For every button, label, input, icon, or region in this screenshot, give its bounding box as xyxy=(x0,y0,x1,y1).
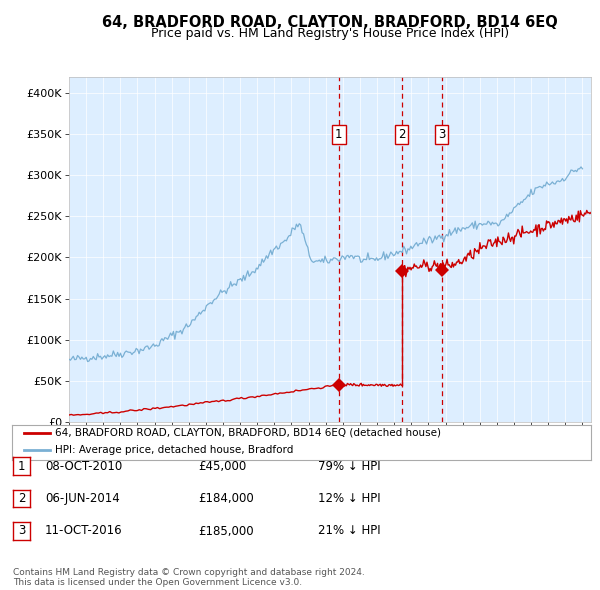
Text: 11-OCT-2016: 11-OCT-2016 xyxy=(45,525,122,537)
Text: 1: 1 xyxy=(18,460,25,473)
Text: Price paid vs. HM Land Registry's House Price Index (HPI): Price paid vs. HM Land Registry's House … xyxy=(151,27,509,40)
Text: 21% ↓ HPI: 21% ↓ HPI xyxy=(318,525,380,537)
Text: 79% ↓ HPI: 79% ↓ HPI xyxy=(318,460,380,473)
Text: 64, BRADFORD ROAD, CLAYTON, BRADFORD, BD14 6EQ: 64, BRADFORD ROAD, CLAYTON, BRADFORD, BD… xyxy=(102,15,558,30)
Text: £185,000: £185,000 xyxy=(198,525,254,537)
Text: 64, BRADFORD ROAD, CLAYTON, BRADFORD, BD14 6EQ (detached house): 64, BRADFORD ROAD, CLAYTON, BRADFORD, BD… xyxy=(55,428,442,438)
Text: Contains HM Land Registry data © Crown copyright and database right 2024.
This d: Contains HM Land Registry data © Crown c… xyxy=(13,568,365,587)
Text: 3: 3 xyxy=(18,525,25,537)
Text: 12% ↓ HPI: 12% ↓ HPI xyxy=(318,492,380,505)
Text: 3: 3 xyxy=(438,127,445,141)
Text: 2: 2 xyxy=(18,492,25,505)
Text: 08-OCT-2010: 08-OCT-2010 xyxy=(45,460,122,473)
Text: 1: 1 xyxy=(335,127,343,141)
Text: £184,000: £184,000 xyxy=(198,492,254,505)
Text: HPI: Average price, detached house, Bradford: HPI: Average price, detached house, Brad… xyxy=(55,445,294,455)
Text: 06-JUN-2014: 06-JUN-2014 xyxy=(45,492,120,505)
Text: 2: 2 xyxy=(398,127,405,141)
Text: £45,000: £45,000 xyxy=(198,460,246,473)
